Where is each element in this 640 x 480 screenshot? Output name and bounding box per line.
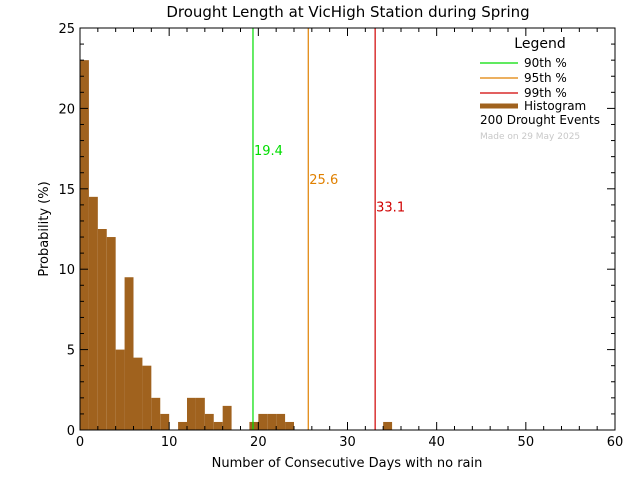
x-tick-label: 20 — [250, 435, 267, 450]
histogram-bar — [213, 421, 223, 430]
histogram-bars — [80, 60, 393, 430]
x-tick-label: 50 — [518, 435, 535, 450]
histogram-bar — [249, 421, 259, 430]
legend: Legend 90th % 95th % 99th % Histogram 20… — [480, 36, 600, 142]
y-tick-label: 15 — [58, 183, 75, 198]
histogram-bar — [115, 349, 125, 430]
y-tick-label: 10 — [58, 263, 75, 278]
legend-made-on: Made on 29 May 2025 — [480, 132, 580, 142]
histogram-bar — [178, 421, 187, 430]
histogram-bar — [276, 413, 286, 430]
histogram-bar — [160, 413, 170, 430]
percentile-lines: 19.4 25.6 33.1 — [252, 28, 405, 430]
x-tick-label: 40 — [428, 435, 445, 450]
x-tick-label: 0 — [76, 435, 84, 450]
histogram-bar — [195, 397, 205, 430]
histogram-bar — [80, 60, 89, 430]
percentile-label: 19.4 — [254, 144, 283, 159]
y-tick-label: 25 — [58, 22, 75, 37]
histogram-bar — [124, 277, 134, 430]
chart-title: Drought Length at VicHigh Station during… — [166, 3, 529, 21]
x-tick-label: 30 — [339, 435, 356, 450]
histogram-bar — [151, 397, 161, 430]
x-tick-label: 10 — [161, 435, 178, 450]
y-tick-label: 0 — [67, 424, 75, 439]
percentile-label: 33.1 — [376, 200, 405, 215]
legend-label-95th: 95th % — [524, 71, 567, 85]
histogram-bar — [187, 397, 196, 430]
histogram-bar — [258, 413, 268, 430]
histogram-bar — [285, 421, 294, 430]
legend-label-99th: 99th % — [524, 86, 567, 100]
legend-label-histogram: Histogram — [524, 99, 586, 113]
y-tick-label: 20 — [58, 102, 75, 117]
legend-events-count: 200 Drought Events — [480, 113, 600, 127]
legend-label-90th: 90th % — [524, 56, 567, 70]
x-tick-label: 60 — [607, 435, 624, 450]
histogram-bar — [133, 357, 143, 430]
histogram-bar — [88, 196, 98, 430]
x-axis-label: Number of Consecutive Days with no rain — [212, 456, 483, 471]
y-tick-label: 5 — [67, 344, 75, 359]
y-axis-label: Probability (%) — [37, 181, 52, 276]
x-axis: 0 10 20 30 40 50 60 — [76, 28, 623, 450]
histogram-bar — [106, 237, 116, 430]
histogram-bar — [267, 413, 277, 430]
histogram-bar — [142, 365, 152, 430]
percentile-label: 25.6 — [309, 173, 338, 188]
histogram-bar — [97, 229, 107, 430]
histogram-bar — [204, 413, 214, 430]
y-axis: 0 5 10 15 20 25 — [58, 22, 615, 439]
histogram-bar — [383, 421, 393, 430]
legend-title: Legend — [514, 36, 565, 52]
histogram-bar — [222, 405, 232, 430]
